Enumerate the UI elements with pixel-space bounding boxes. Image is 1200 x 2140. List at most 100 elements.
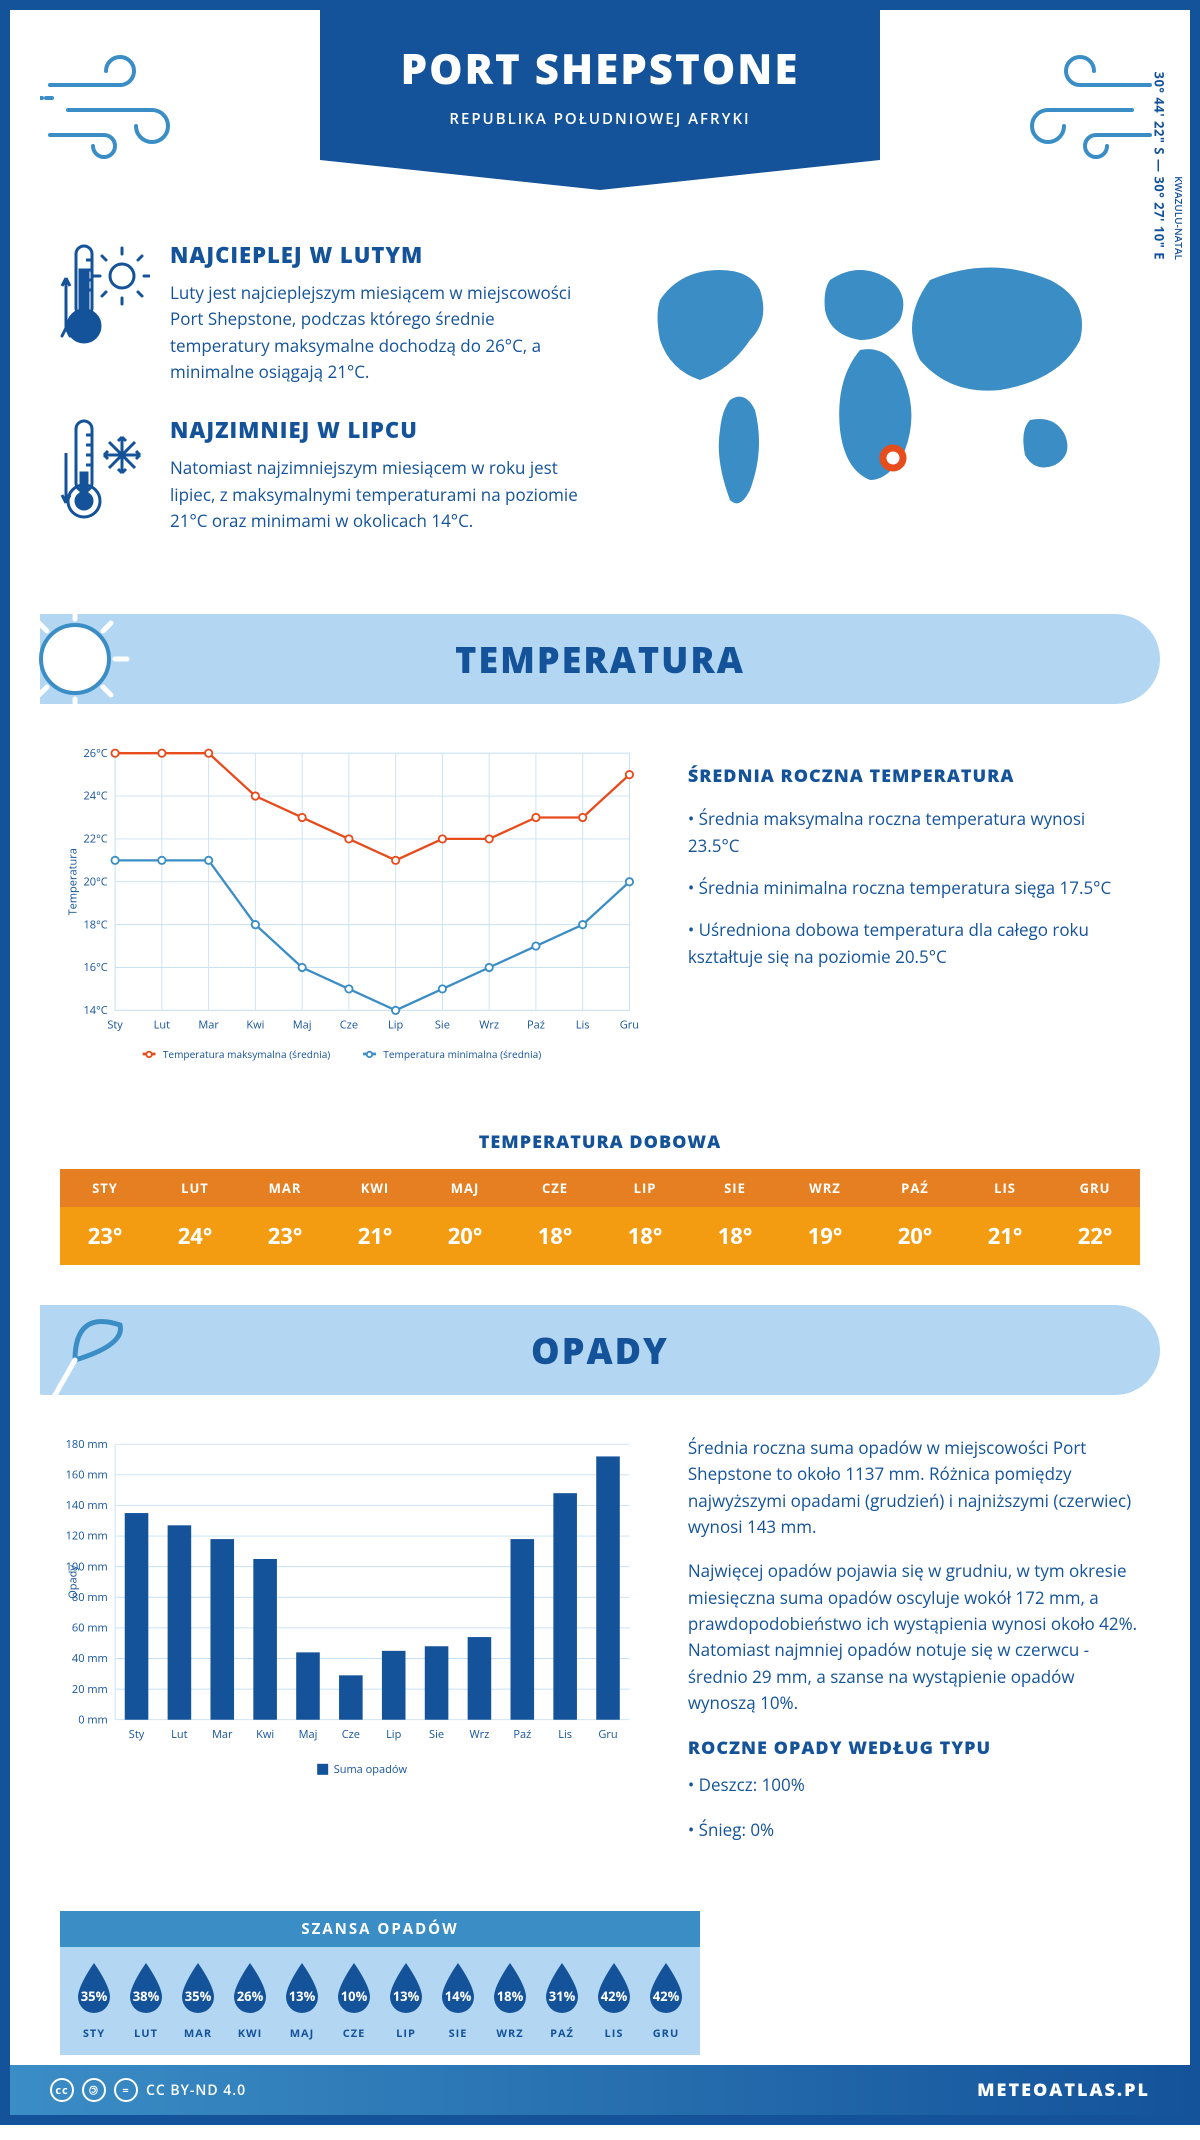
- wind-icon-right: [1020, 40, 1160, 160]
- temp-info-heading: ŚREDNIA ROCZNA TEMPERATURA: [688, 764, 1140, 788]
- svg-text:60 mm: 60 mm: [72, 1621, 108, 1636]
- svg-text:Kwi: Kwi: [256, 1727, 274, 1742]
- daily-th: PAŹ: [870, 1169, 960, 1207]
- world-map: [620, 240, 1140, 520]
- region-label: KWAZULU-NATAL: [1172, 176, 1186, 260]
- section-banner-precipitation: OPADY: [40, 1305, 1160, 1395]
- section-banner-temperature: TEMPERATURA: [40, 614, 1160, 704]
- svg-text:Temperatura maksymalna (średni: Temperatura maksymalna (średnia): [163, 1048, 330, 1062]
- svg-text:22°C: 22°C: [83, 832, 107, 847]
- by-icon: 🄯: [82, 2078, 106, 2102]
- svg-text:14°C: 14°C: [83, 1003, 107, 1018]
- svg-text:Lut: Lut: [171, 1727, 188, 1742]
- svg-text:Lis: Lis: [576, 1018, 590, 1033]
- daily-td: 20°: [870, 1207, 960, 1265]
- cc-icon: cc: [50, 2078, 74, 2102]
- daily-td: 23°: [240, 1207, 330, 1265]
- svg-text:160 mm: 160 mm: [66, 1468, 108, 1483]
- svg-text:0 mm: 0 mm: [78, 1712, 108, 1727]
- umbrella-icon: [15, 1290, 135, 1410]
- daily-td: 22°: [1050, 1207, 1140, 1265]
- svg-text:140 mm: 140 mm: [66, 1498, 108, 1513]
- svg-text:Temperatura: Temperatura: [66, 849, 81, 916]
- svg-text:120 mm: 120 mm: [66, 1529, 108, 1544]
- svg-text:Temperatura minimalna (średnia: Temperatura minimalna (średnia): [383, 1048, 541, 1062]
- svg-text:Suma opadów: Suma opadów: [334, 1762, 408, 1777]
- daily-td: 20°: [420, 1207, 510, 1265]
- fact-coldest: NAJZIMNIEJ W LIPCU Natomiast najzimniejs…: [60, 415, 580, 534]
- temp-bullet-2: • Uśredniona dobowa temperatura dla całe…: [688, 917, 1140, 970]
- svg-text:Gru: Gru: [620, 1018, 639, 1033]
- section-title-temperature: TEMPERATURA: [455, 635, 745, 684]
- daily-th: LIS: [960, 1169, 1050, 1207]
- temperature-line-chart: 14°C16°C18°C20°C22°C24°C26°CStyLutMarKwi…: [60, 744, 648, 1080]
- svg-text:Sty: Sty: [107, 1018, 123, 1033]
- fact-warm-title: NAJCIEPLEJ W LUTYM: [170, 240, 580, 270]
- svg-text:Cze: Cze: [340, 1018, 358, 1033]
- daily-temp-heading: TEMPERATURA DOBOWA: [10, 1130, 1190, 1154]
- daily-th: WRZ: [780, 1169, 870, 1207]
- daily-td: 21°: [330, 1207, 420, 1265]
- fact-warmest: NAJCIEPLEJ W LUTYM Luty jest najcieplejs…: [60, 240, 580, 385]
- header: PORT SHEPSTONE REPUBLIKA POŁUDNIOWEJ AFR…: [10, 10, 1190, 210]
- svg-text:Lis: Lis: [558, 1727, 572, 1742]
- daily-th: GRU: [1050, 1169, 1140, 1207]
- temp-bullet-1: • Średnia minimalna roczna temperatura s…: [688, 875, 1140, 901]
- precip-type-heading: ROCZNE OPADY WEDŁUG TYPU: [688, 1736, 1140, 1760]
- precip-type-1: • Śnieg: 0%: [688, 1817, 1140, 1843]
- daily-td: 19°: [780, 1207, 870, 1265]
- svg-text:Wrz: Wrz: [479, 1018, 499, 1033]
- daily-td: 23°: [60, 1207, 150, 1265]
- svg-text:18°C: 18°C: [83, 918, 107, 933]
- svg-text:20°C: 20°C: [83, 875, 107, 890]
- fact-warm-text: Luty jest najcieplejszym miesiącem w mie…: [170, 280, 580, 385]
- chance-drop: 35%MAR: [176, 1961, 220, 2041]
- svg-text:Kwi: Kwi: [246, 1018, 264, 1033]
- svg-text:Opady: Opady: [66, 1565, 81, 1599]
- license: cc 🄯 = CC BY-ND 4.0: [50, 2078, 246, 2102]
- svg-text:24°C: 24°C: [83, 789, 107, 804]
- daily-th: MAR: [240, 1169, 330, 1207]
- chance-drop: 35%STY: [72, 1961, 116, 2041]
- daily-th: SIE: [690, 1169, 780, 1207]
- svg-text:Sie: Sie: [429, 1727, 444, 1742]
- chance-drop: 18%WRZ: [488, 1961, 532, 2041]
- svg-text:Wrz: Wrz: [470, 1727, 490, 1742]
- precip-type-0: • Deszcz: 100%: [688, 1772, 1140, 1798]
- svg-text:Maj: Maj: [299, 1727, 318, 1742]
- coordinates: 30° 44' 22" S — 30° 27' 10" E: [1150, 72, 1168, 260]
- daily-th: LUT: [150, 1169, 240, 1207]
- chance-drop: 13%LIP: [384, 1961, 428, 2041]
- chance-drop: 10%CZE: [332, 1961, 376, 2041]
- daily-td: 18°: [690, 1207, 780, 1265]
- section-title-precipitation: OPADY: [531, 1326, 669, 1375]
- svg-text:180 mm: 180 mm: [66, 1437, 108, 1452]
- svg-text:40 mm: 40 mm: [72, 1651, 108, 1666]
- fact-cold-title: NAJZIMNIEJ W LIPCU: [170, 415, 580, 445]
- nd-icon: =: [114, 2078, 138, 2102]
- fact-cold-text: Natomiast najzimniejszym miesiącem w rok…: [170, 455, 580, 534]
- wind-icon-left: [40, 40, 180, 160]
- precip-chance-panel: SZANSA OPADÓW 35%STY 38%LUT 35%MAR 26%KW…: [60, 1911, 700, 2055]
- daily-temp-table: STYLUTMARKWIMAJCZELIPSIEWRZPAŹLISGRU23°2…: [60, 1169, 1140, 1265]
- daily-td: 18°: [510, 1207, 600, 1265]
- daily-th: MAJ: [420, 1169, 510, 1207]
- brand: METEOATLAS.PL: [977, 2078, 1150, 2102]
- svg-text:Mar: Mar: [198, 1018, 219, 1033]
- svg-text:Lip: Lip: [388, 1018, 404, 1033]
- daily-th: KWI: [330, 1169, 420, 1207]
- footer: cc 🄯 = CC BY-ND 4.0 METEOATLAS.PL: [10, 2065, 1190, 2115]
- svg-text:Lut: Lut: [154, 1018, 171, 1033]
- daily-td: 18°: [600, 1207, 690, 1265]
- svg-text:Lip: Lip: [386, 1727, 402, 1742]
- svg-text:Paź: Paź: [513, 1727, 531, 1742]
- daily-th: LIP: [600, 1169, 690, 1207]
- svg-text:Paź: Paź: [527, 1018, 545, 1033]
- daily-td: 24°: [150, 1207, 240, 1265]
- chance-drop: 14%SIE: [436, 1961, 480, 2041]
- title-banner: PORT SHEPSTONE REPUBLIKA POŁUDNIOWEJ AFR…: [320, 10, 880, 160]
- chance-drop: 42%GRU: [644, 1961, 688, 2041]
- chance-drop: 13%MAJ: [280, 1961, 324, 2041]
- precip-p1: Średnia roczna suma opadów w miejscowośc…: [688, 1435, 1140, 1540]
- chance-drop: 26%KWI: [228, 1961, 272, 2041]
